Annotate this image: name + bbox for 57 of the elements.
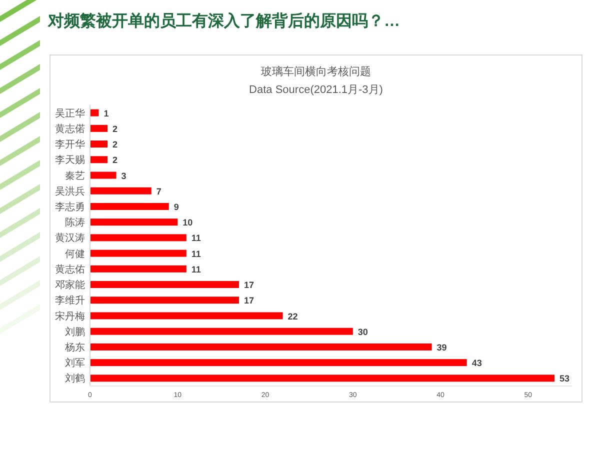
bar — [90, 140, 108, 148]
bar — [90, 343, 432, 350]
y-tick-label: 李天赐 — [55, 154, 85, 166]
y-tick-label: 宋丹梅 — [55, 310, 85, 322]
bar — [90, 124, 108, 132]
y-tick-label: 刘鹏 — [65, 326, 85, 338]
y-tick-label: 刘军 — [65, 357, 85, 370]
bar — [90, 312, 283, 320]
data-label: 17 — [244, 296, 254, 306]
data-label: 1 — [104, 108, 109, 118]
bar — [90, 202, 169, 210]
data-label: 39 — [436, 342, 447, 352]
data-label: 11 — [191, 248, 201, 259]
y-tick-label: 陈涛 — [65, 216, 85, 229]
bar — [90, 250, 186, 257]
bar — [90, 359, 467, 366]
data-label: 9 — [174, 202, 179, 212]
y-tick-label: 刘鹤 — [65, 372, 85, 385]
bar — [90, 234, 186, 242]
data-label: 11 — [191, 264, 201, 274]
data-label: 30 — [358, 326, 368, 337]
y-tick-label: 秦艺 — [65, 170, 85, 182]
data-label: 3 — [121, 170, 126, 181]
bar — [90, 265, 186, 272]
data-label: 2 — [112, 124, 118, 134]
bar — [90, 296, 239, 304]
y-tick-label: 黄志佑 — [55, 263, 85, 276]
y-tick-label: 吴洪兵 — [55, 185, 85, 198]
text: 对频繁被开单的员工有深入了解背后的原因吗？… — [47, 12, 400, 30]
data-label: 22 — [288, 311, 298, 322]
data-label: 2 — [112, 155, 118, 166]
data-label: 43 — [472, 358, 482, 368]
bar — [90, 328, 353, 335]
bar — [90, 156, 108, 164]
data-label: 10 — [182, 218, 193, 228]
data-label: 2 — [112, 140, 118, 150]
y-tick-label: 李维升 — [55, 294, 85, 307]
bar — [90, 218, 178, 226]
y-tick-label: 李志勇 — [55, 200, 85, 213]
bar — [90, 109, 99, 116]
bar — [90, 187, 152, 194]
bar — [90, 172, 116, 179]
chart-title: 玻璃车间横向考核问题 — [261, 65, 371, 78]
data-label: 17 — [244, 280, 254, 290]
chart-subtitle: Data Source(2021.1月-3月) — [249, 84, 383, 96]
y-tick-label: 黄汉涛 — [55, 232, 85, 244]
bar — [90, 374, 554, 382]
y-tick-label: 吴正华 — [55, 107, 85, 120]
data-label: 11 — [191, 233, 201, 244]
data-label: 53 — [559, 374, 570, 384]
y-tick-label: 邓家能 — [55, 279, 85, 292]
y-tick-label: 何健 — [65, 248, 85, 260]
y-tick-label: 杨东 — [64, 341, 85, 354]
bar — [90, 281, 239, 288]
data-label: 7 — [156, 186, 162, 196]
y-tick-label: 李开华 — [55, 138, 85, 151]
y-tick-label: 黄志偌 — [55, 122, 85, 135]
